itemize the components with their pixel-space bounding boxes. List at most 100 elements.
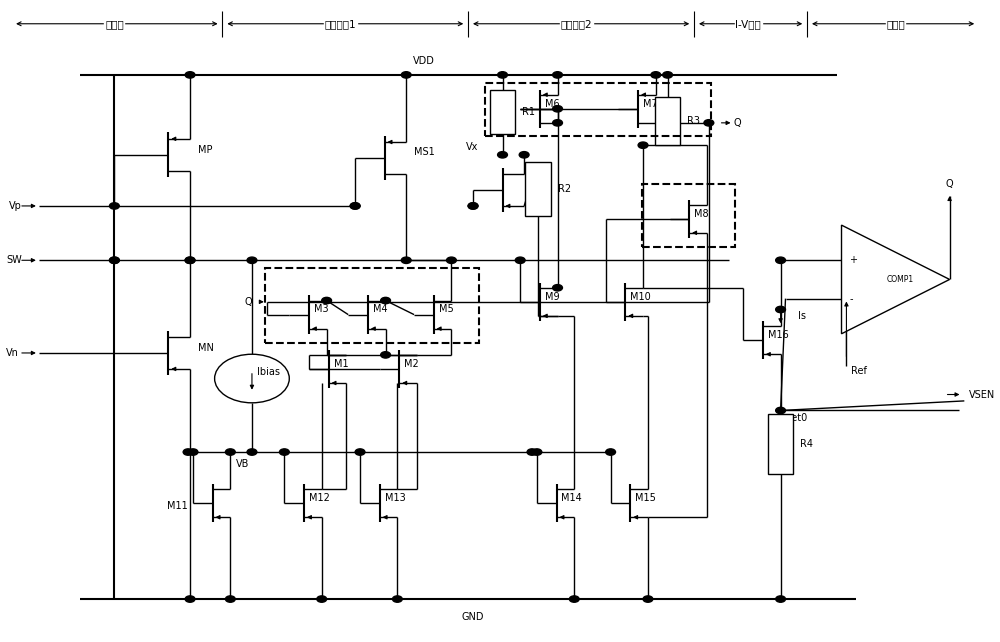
Text: 检测电路2: 检测电路2: [560, 19, 592, 29]
Text: R4: R4: [800, 439, 813, 449]
Circle shape: [322, 297, 332, 304]
Circle shape: [185, 257, 195, 263]
Text: M15: M15: [635, 493, 656, 503]
Circle shape: [638, 142, 648, 148]
Circle shape: [185, 72, 195, 78]
Text: M16: M16: [768, 330, 789, 340]
Text: M10: M10: [630, 291, 651, 302]
Text: GND: GND: [462, 612, 484, 622]
FancyBboxPatch shape: [655, 98, 680, 145]
Text: M1: M1: [334, 359, 348, 369]
Text: M8: M8: [694, 209, 709, 219]
Text: Is: Is: [798, 311, 806, 321]
Text: M9: M9: [545, 291, 559, 302]
Text: VSEN: VSEN: [969, 390, 995, 399]
Circle shape: [468, 203, 478, 209]
Circle shape: [185, 596, 195, 602]
Circle shape: [776, 257, 786, 263]
Text: MS2: MS2: [530, 178, 551, 189]
Circle shape: [553, 284, 562, 291]
Circle shape: [704, 119, 714, 126]
Text: M4: M4: [373, 304, 387, 315]
Circle shape: [381, 352, 390, 358]
Circle shape: [663, 72, 673, 78]
Text: 比较器: 比较器: [886, 19, 905, 29]
Circle shape: [317, 596, 327, 602]
Circle shape: [188, 449, 198, 455]
Text: VDD: VDD: [413, 56, 435, 66]
Circle shape: [447, 257, 456, 263]
Circle shape: [651, 72, 661, 78]
Text: SW: SW: [6, 256, 22, 265]
Text: M3: M3: [314, 304, 328, 315]
Circle shape: [401, 72, 411, 78]
Circle shape: [247, 449, 257, 455]
Text: Q: Q: [733, 118, 741, 128]
Circle shape: [776, 306, 786, 313]
Circle shape: [401, 257, 411, 263]
Text: M11: M11: [167, 501, 188, 512]
Circle shape: [498, 72, 507, 78]
Text: M12: M12: [309, 493, 330, 503]
FancyBboxPatch shape: [490, 90, 515, 134]
Text: M5: M5: [439, 304, 453, 315]
Circle shape: [185, 257, 195, 263]
Text: Vn: Vn: [6, 348, 19, 358]
Circle shape: [350, 203, 360, 209]
Text: R2: R2: [558, 184, 571, 194]
Text: Q: Q: [946, 178, 953, 189]
Text: Vp: Vp: [9, 201, 22, 211]
Text: M14: M14: [561, 493, 582, 503]
Circle shape: [606, 449, 616, 455]
Circle shape: [553, 72, 562, 78]
Text: MS1: MS1: [414, 146, 435, 157]
Circle shape: [515, 257, 525, 263]
Circle shape: [109, 257, 119, 263]
Circle shape: [109, 257, 119, 263]
Text: 开关管: 开关管: [105, 19, 124, 29]
Text: M7: M7: [643, 99, 658, 108]
Text: COMP1: COMP1: [887, 275, 914, 284]
Polygon shape: [842, 225, 950, 334]
FancyBboxPatch shape: [525, 162, 551, 216]
Circle shape: [776, 596, 786, 602]
Circle shape: [392, 596, 402, 602]
Circle shape: [215, 354, 289, 403]
Circle shape: [553, 119, 562, 126]
Text: Q: Q: [244, 297, 252, 307]
Text: -: -: [849, 293, 853, 304]
Text: MN: MN: [198, 343, 214, 353]
FancyBboxPatch shape: [768, 413, 793, 474]
Circle shape: [532, 449, 542, 455]
Circle shape: [498, 152, 507, 158]
Text: M2: M2: [404, 359, 419, 369]
Text: MP: MP: [198, 144, 212, 155]
Circle shape: [776, 407, 786, 413]
Circle shape: [569, 596, 579, 602]
Text: 检测电路1: 检测电路1: [325, 19, 356, 29]
Circle shape: [109, 203, 119, 209]
Circle shape: [350, 203, 360, 209]
Circle shape: [527, 449, 537, 455]
Text: Vx: Vx: [466, 142, 478, 152]
Circle shape: [225, 596, 235, 602]
Text: M13: M13: [385, 493, 405, 503]
Circle shape: [468, 203, 478, 209]
Circle shape: [381, 297, 390, 304]
Circle shape: [247, 257, 257, 263]
Circle shape: [553, 105, 562, 112]
Text: R3: R3: [687, 116, 700, 126]
Circle shape: [183, 449, 193, 455]
Circle shape: [519, 152, 529, 158]
Circle shape: [355, 449, 365, 455]
Circle shape: [279, 449, 289, 455]
Circle shape: [643, 596, 653, 602]
Text: +: +: [849, 256, 857, 265]
Text: I-V转换: I-V转换: [735, 19, 761, 29]
Text: M6: M6: [545, 99, 559, 108]
Text: VB: VB: [235, 458, 249, 469]
Text: Ibias: Ibias: [257, 367, 280, 377]
Circle shape: [225, 449, 235, 455]
Text: net0: net0: [786, 413, 808, 423]
Text: R1: R1: [522, 107, 535, 117]
